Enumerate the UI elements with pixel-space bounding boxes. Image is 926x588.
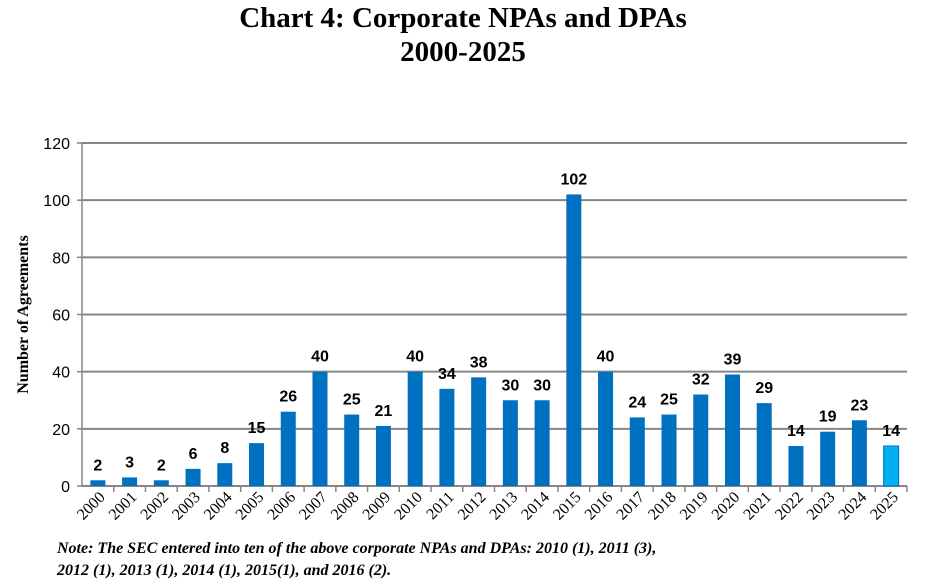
note-line-2: 2012 (1), 2013 (1), 2014 (1), 2015(1), a… [57,562,392,579]
data-label-2004: 8 [220,440,229,457]
x-tick-label-2006: 2006 [264,489,299,524]
y-tick-label: 20 [52,422,70,439]
bar-2008 [344,414,360,486]
data-label-2005: 15 [248,420,266,437]
bar-2005 [249,443,265,486]
bar-2018 [661,414,677,486]
x-tick-label-2001: 2001 [106,489,141,524]
bar-2015 [566,194,582,486]
data-label-2013: 30 [501,377,519,394]
data-label-2008: 25 [343,392,361,409]
bar-2003 [185,468,201,486]
bar-2017 [629,417,645,486]
x-tick-label-2014: 2014 [518,489,553,524]
x-tick-label-2018: 2018 [645,489,680,524]
data-label-2001: 3 [125,454,134,471]
data-label-2003: 6 [189,446,198,463]
y-tick-label: 120 [43,136,70,153]
x-tick-label-2015: 2015 [550,489,585,524]
data-label-2006: 26 [279,389,297,406]
x-tick-label-2005: 2005 [233,489,268,524]
data-label-2011: 34 [438,366,456,383]
bar-2020 [724,374,740,486]
x-tick-label-2000: 2000 [74,489,109,524]
data-label-2000: 2 [93,457,102,474]
y-tick-label: 80 [52,250,70,267]
bar-2021 [756,403,772,486]
y-tick-label: 100 [43,193,70,210]
data-label-2023: 19 [819,409,837,426]
x-tick-label-2013: 2013 [487,489,522,524]
bar-2016 [598,371,614,486]
x-tick-label-2007: 2007 [296,489,331,524]
x-tick-label-2020: 2020 [709,489,744,524]
y-tick-label: 60 [52,308,70,325]
x-tick-label-2012: 2012 [455,489,490,524]
note-line-1: Note: The SEC entered into ten of the ab… [57,540,657,557]
bar-2001 [122,477,138,486]
x-tick-label-2017: 2017 [613,489,648,524]
bar-2014 [534,400,550,486]
x-tick-label-2004: 2004 [201,489,236,524]
data-label-2019: 32 [692,372,710,389]
x-tick-label-2019: 2019 [677,489,712,524]
x-tick-label-2002: 2002 [138,489,173,524]
bar-2024 [851,420,867,486]
data-label-2022: 14 [787,423,805,440]
x-tick-label-2024: 2024 [836,489,871,524]
x-tick-label-2025: 2025 [867,489,902,524]
y-tick-label: 40 [52,365,70,382]
data-label-2020: 39 [724,352,742,369]
bar-2004 [217,463,233,486]
y-tick-label: 0 [61,479,70,496]
bar-2007 [312,371,328,486]
chart-subtitle: 2000-2025 [400,36,526,68]
data-label-2014: 30 [533,377,551,394]
data-label-2024: 23 [851,397,869,414]
bar-2025 [883,445,900,487]
bar-2011 [439,388,455,486]
x-tick-label-2023: 2023 [804,489,839,524]
y-axis-label: Number of Agreements [15,235,32,394]
x-tick-label-2011: 2011 [424,489,458,523]
bar-2010 [407,371,423,486]
bar-2006 [280,411,296,486]
bar-2022 [788,445,804,486]
bar-2023 [820,431,836,486]
bar-2019 [693,394,709,486]
data-label-2017: 24 [628,394,646,411]
bar-2000 [90,480,106,486]
x-tick-label-2022: 2022 [772,489,807,524]
data-label-2015: 102 [560,171,587,188]
data-label-2009: 21 [375,403,393,420]
bar-2012 [471,377,487,486]
data-label-2025: 14 [882,423,900,440]
bar-2013 [502,400,518,486]
x-tick-label-2003: 2003 [169,489,204,524]
chart-title: Chart 4: Corporate NPAs and DPAs [239,2,687,34]
data-label-2018: 25 [660,392,678,409]
x-tick-label-2009: 2009 [360,489,395,524]
data-label-2002: 2 [157,457,166,474]
bar-2009 [375,425,391,486]
data-label-2012: 38 [470,354,488,371]
bar-2002 [153,480,169,486]
data-label-2007: 40 [311,349,329,366]
x-tick-label-2008: 2008 [328,489,363,524]
x-tick-label-2021: 2021 [740,489,775,524]
data-label-2021: 29 [755,380,773,397]
data-label-2010: 40 [406,349,424,366]
x-tick-label-2010: 2010 [391,489,426,524]
data-label-2016: 40 [597,349,615,366]
x-tick-label-2016: 2016 [582,489,617,524]
